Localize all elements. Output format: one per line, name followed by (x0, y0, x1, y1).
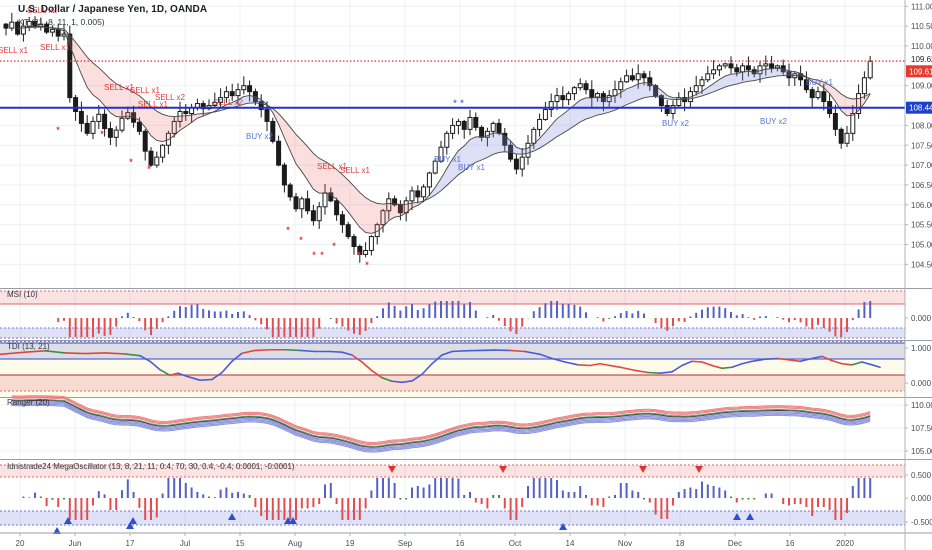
svg-text:SELL x1: SELL x1 (104, 83, 134, 92)
svg-text:*: * (147, 164, 151, 174)
indicator-msi (0, 290, 905, 339)
svg-text:*: * (286, 225, 290, 235)
svg-text:*: * (129, 157, 133, 167)
svg-text:109.615: 109.615 (909, 67, 932, 76)
svg-text:20: 20 (16, 539, 25, 548)
level-price-badge: 108.446 (906, 101, 932, 114)
svg-text:-0.500: -0.500 (911, 518, 932, 527)
svg-text:BUY x1: BUY x1 (806, 78, 834, 87)
svg-text:BUY x2: BUY x2 (246, 132, 274, 141)
last-price-badge: 109.615 (906, 65, 932, 78)
svg-text:*: * (460, 98, 464, 108)
svg-text:BUY x1: BUY x1 (458, 163, 486, 172)
svg-text:16: 16 (456, 539, 465, 548)
svg-text:*: * (320, 250, 324, 260)
svg-text:108.446: 108.446 (909, 104, 932, 113)
svg-text:*: * (453, 98, 457, 108)
svg-text:*: * (100, 129, 104, 139)
svg-text:14: 14 (566, 539, 575, 548)
svg-text:18: 18 (676, 539, 685, 548)
indicator-tdi (0, 341, 905, 397)
svg-text:110.000: 110.000 (911, 401, 932, 410)
svg-text:Oct: Oct (509, 539, 522, 548)
svg-text:SELL x1: SELL x1 (40, 43, 70, 52)
svg-text:106.500: 106.500 (911, 181, 932, 190)
svg-text:107.000: 107.000 (911, 161, 932, 170)
svg-text:15: 15 (236, 539, 245, 548)
svg-text:108.000: 108.000 (911, 121, 932, 130)
svg-text:SELL x2: SELL x2 (27, 6, 57, 15)
svg-text:110.500: 110.500 (911, 22, 932, 31)
svg-text:BUY x2: BUY x2 (662, 119, 690, 128)
svg-text:SELL x1: SELL x1 (130, 86, 160, 95)
svg-text:109.620: 109.620 (911, 55, 932, 64)
svg-text:110.000: 110.000 (911, 42, 932, 51)
svg-text:SELL x1: SELL x1 (317, 162, 347, 171)
svg-text:107.500: 107.500 (911, 424, 932, 433)
svg-text:17: 17 (126, 539, 135, 548)
svg-text:0.000: 0.000 (911, 494, 932, 503)
time-axis[interactable]: 20 Jun 17 Jul 15 Aug 19 Sep 16 Oct 14 Nov 18 Dec 16 202… (16, 533, 855, 548)
svg-text:Jul: Jul (180, 539, 190, 548)
svg-text:SELL x2: SELL x2 (155, 93, 185, 102)
ma-ribbon (17, 25, 871, 234)
svg-text:105.500: 105.500 (911, 221, 932, 230)
candlestick-layer (3, 12, 873, 263)
svg-text:BUY x1: BUY x1 (434, 155, 462, 164)
svg-text:*: * (365, 260, 369, 270)
svg-text:*: * (56, 125, 60, 135)
svg-text:111.000: 111.000 (911, 2, 932, 11)
svg-text:0.500: 0.500 (911, 471, 932, 480)
level-lines (0, 60, 905, 109)
svg-text:Nov: Nov (618, 539, 632, 548)
svg-text:107.500: 107.500 (911, 141, 932, 150)
svg-text:104.500: 104.500 (911, 260, 932, 269)
svg-text:105.000: 105.000 (911, 447, 932, 456)
svg-text:2020: 2020 (836, 539, 854, 548)
svg-text:1.000: 1.000 (911, 344, 932, 353)
svg-text:Sep: Sep (398, 539, 413, 548)
svg-text:SELL x1: SELL x1 (340, 166, 370, 175)
svg-text:*: * (357, 250, 361, 260)
svg-text:0.000: 0.000 (911, 379, 932, 388)
svg-text:Dec: Dec (728, 539, 742, 548)
indicator-megaoscillator (0, 464, 905, 534)
svg-text:Aug: Aug (288, 539, 302, 548)
svg-text:105.000: 105.000 (911, 241, 932, 250)
svg-text:BUY x2: BUY x2 (760, 117, 788, 126)
svg-text:*: * (299, 235, 303, 245)
svg-text:16: 16 (786, 539, 795, 548)
svg-text:*: * (312, 250, 316, 260)
svg-text:SELL x2: SELL x2 (213, 98, 243, 107)
svg-text:SELL x1: SELL x1 (138, 100, 168, 109)
svg-text:0.000: 0.000 (911, 314, 932, 323)
svg-text:19: 19 (346, 539, 355, 548)
price-axis[interactable]: 111.000 110.500 110.000 109.000 108.000 107.5… (905, 2, 932, 527)
svg-text:*: * (332, 241, 336, 251)
gridlines (0, 0, 905, 533)
svg-text:Jun: Jun (69, 539, 82, 548)
svg-text:106.000: 106.000 (911, 201, 932, 210)
svg-text:109.000: 109.000 (911, 82, 932, 91)
svg-text:SELL x1: SELL x1 (0, 46, 28, 55)
indicator-ranger (0, 395, 905, 453)
